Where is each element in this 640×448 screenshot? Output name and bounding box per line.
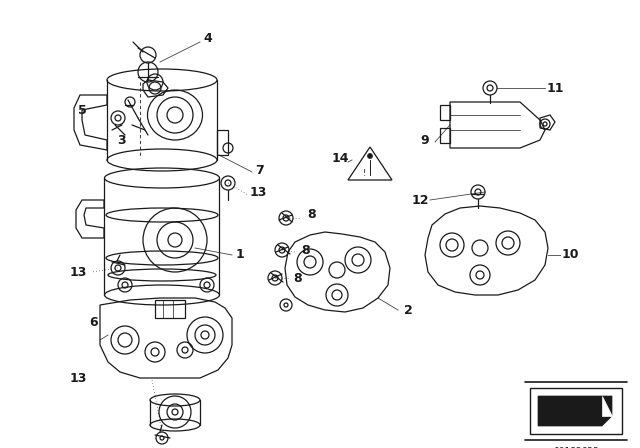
Text: 10: 10 bbox=[561, 249, 579, 262]
Text: 5: 5 bbox=[77, 103, 86, 116]
Text: 7: 7 bbox=[255, 164, 264, 177]
Text: 8: 8 bbox=[294, 271, 302, 284]
Text: 2: 2 bbox=[404, 303, 412, 316]
Text: 4: 4 bbox=[204, 31, 212, 44]
Text: !: ! bbox=[362, 168, 365, 177]
Circle shape bbox=[367, 154, 372, 159]
Text: 13: 13 bbox=[69, 371, 86, 384]
Text: 14: 14 bbox=[332, 151, 349, 164]
Text: 12: 12 bbox=[412, 194, 429, 207]
Bar bbox=[530, 388, 622, 434]
Text: 3: 3 bbox=[118, 134, 126, 146]
Text: 8: 8 bbox=[308, 208, 316, 221]
Text: 13: 13 bbox=[250, 186, 267, 199]
Polygon shape bbox=[602, 396, 612, 416]
Text: 6: 6 bbox=[90, 315, 99, 328]
Text: 8: 8 bbox=[301, 244, 310, 257]
Text: 1: 1 bbox=[236, 249, 244, 262]
Text: 11: 11 bbox=[547, 82, 564, 95]
Polygon shape bbox=[538, 396, 612, 426]
Text: 13: 13 bbox=[69, 266, 86, 279]
Text: 9: 9 bbox=[420, 134, 429, 146]
